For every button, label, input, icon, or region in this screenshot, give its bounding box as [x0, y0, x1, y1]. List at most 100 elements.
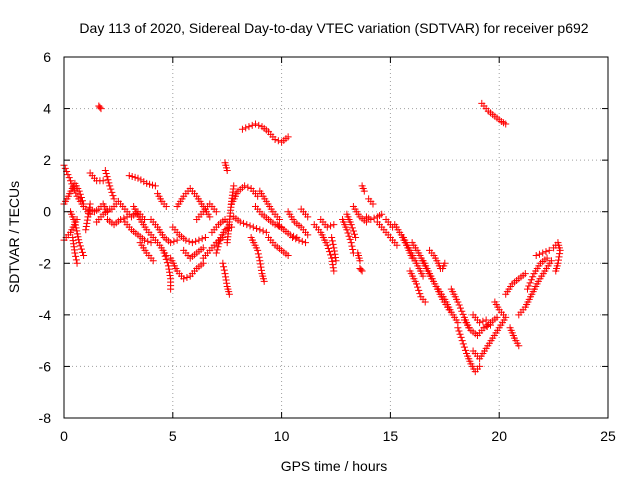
data-point	[71, 218, 79, 226]
data-point	[248, 121, 256, 129]
data-point	[201, 234, 209, 241]
data-point	[461, 346, 469, 354]
data-point	[77, 194, 85, 202]
data-point	[110, 195, 118, 203]
data-point	[104, 176, 112, 184]
data-point	[245, 123, 253, 131]
data-point	[476, 319, 484, 327]
data-point	[215, 240, 223, 248]
data-point	[523, 285, 531, 293]
data-point	[99, 177, 107, 185]
data-point	[455, 301, 463, 309]
data-point	[73, 227, 81, 235]
data-point	[349, 227, 357, 235]
data-point	[161, 252, 169, 260]
data-point	[221, 270, 229, 278]
data-point	[183, 273, 191, 281]
data-point	[486, 321, 494, 329]
data-point	[262, 228, 270, 236]
data-point	[180, 275, 188, 283]
data-point	[330, 267, 338, 275]
data-point	[257, 263, 265, 271]
data-point	[144, 237, 152, 245]
data-point	[166, 272, 174, 280]
data-point	[554, 256, 562, 264]
data-point	[75, 239, 83, 247]
data-point	[413, 280, 421, 288]
data-point	[84, 210, 92, 218]
data-point	[75, 236, 83, 244]
data-point	[71, 249, 79, 257]
data-point	[369, 200, 377, 208]
data-point	[298, 237, 306, 245]
data-point	[149, 257, 157, 265]
data-point	[67, 177, 75, 185]
data-point	[223, 279, 231, 287]
data-point	[101, 166, 109, 174]
data-point	[458, 337, 466, 345]
data-point	[198, 235, 206, 243]
data-point	[275, 215, 283, 223]
data-point	[106, 182, 114, 190]
data-point	[345, 232, 353, 240]
data-point	[304, 213, 312, 221]
data-point	[244, 183, 252, 191]
data-point	[223, 166, 231, 174]
data-point	[76, 190, 84, 198]
data-point	[173, 236, 181, 244]
data-point	[515, 342, 523, 350]
data-point	[117, 215, 125, 223]
data-point	[529, 273, 537, 281]
data-point	[502, 120, 510, 128]
data-point	[292, 235, 300, 243]
chart-title: Day 113 of 2020, Sidereal Day-to-day VTE…	[79, 20, 588, 36]
data-point	[284, 133, 292, 141]
data-point	[199, 244, 207, 252]
data-point	[72, 221, 80, 229]
data-point	[131, 173, 139, 181]
plot-frame	[63, 56, 609, 419]
data-point	[256, 257, 264, 265]
data-point	[254, 250, 262, 258]
data-point	[120, 214, 128, 222]
data-point	[500, 311, 508, 319]
data-point	[83, 219, 91, 227]
data-point	[539, 249, 547, 257]
data-point	[78, 248, 86, 256]
data-point	[456, 330, 464, 338]
data-point	[137, 176, 145, 184]
y-tick-label: -4	[39, 307, 52, 323]
data-point	[73, 230, 81, 238]
y-tick-label: 4	[43, 101, 51, 117]
data-point	[140, 178, 148, 186]
data-point	[107, 185, 115, 193]
data-point	[251, 120, 259, 128]
data-point	[415, 286, 423, 294]
y-tick-label: 2	[43, 152, 51, 168]
data-point	[459, 340, 467, 348]
data-point	[83, 216, 91, 224]
data-point	[556, 250, 564, 258]
data-point	[188, 239, 196, 247]
data-point	[230, 182, 238, 190]
data-point	[165, 265, 173, 273]
data-point	[349, 246, 357, 254]
data-point	[455, 327, 463, 335]
data-point	[185, 237, 193, 245]
data-point	[325, 248, 333, 256]
data-point	[65, 174, 73, 182]
data-point	[255, 121, 263, 129]
data-point	[295, 236, 303, 244]
data-point	[347, 221, 355, 229]
data-point	[460, 343, 468, 351]
data-point	[125, 172, 133, 180]
data-point	[526, 279, 534, 287]
data-point	[82, 223, 90, 231]
data-point	[249, 223, 257, 231]
data-point	[72, 252, 80, 260]
x-tick-label: 10	[274, 428, 290, 444]
data-point	[222, 276, 230, 284]
data-point	[416, 290, 424, 298]
data-point	[421, 298, 429, 306]
data-point	[236, 218, 244, 226]
